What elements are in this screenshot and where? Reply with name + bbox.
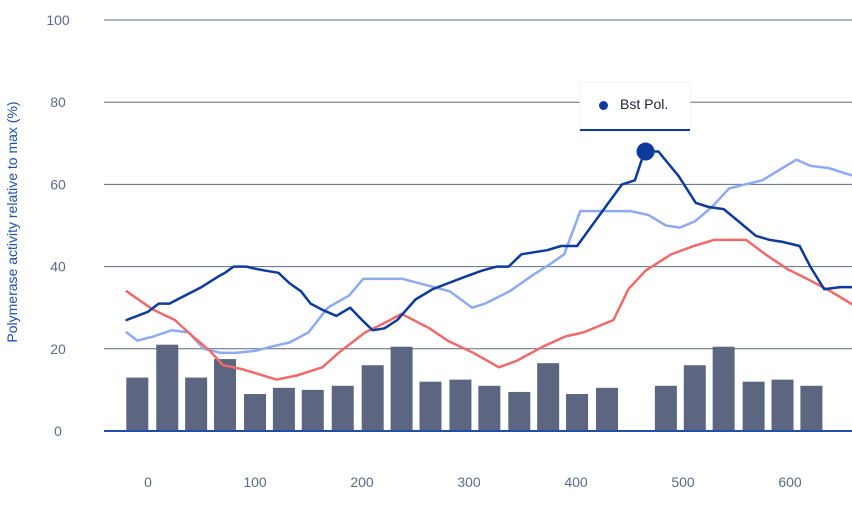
y-tick-label-20: 20 bbox=[50, 341, 66, 357]
series-line-bst-pol bbox=[125, 150, 852, 332]
series-line-light-blue bbox=[125, 158, 852, 355]
legend-entry-bst-pol: Bst Pol. bbox=[620, 96, 669, 112]
x-tick-label-600: 600 bbox=[778, 474, 802, 490]
y-tick-label-40: 40 bbox=[50, 259, 66, 275]
y-axis-label: Polymerase activity relative to max (%) bbox=[4, 101, 20, 342]
bar bbox=[508, 391, 531, 431]
bar bbox=[478, 385, 501, 431]
bar bbox=[244, 394, 266, 431]
bar bbox=[712, 346, 735, 431]
bar bbox=[272, 387, 295, 431]
bar bbox=[126, 377, 149, 431]
highlight-point bbox=[636, 142, 655, 161]
legend-marker bbox=[599, 101, 608, 110]
bar bbox=[683, 365, 706, 431]
bar bbox=[449, 379, 472, 431]
bar bbox=[361, 365, 384, 431]
y-tick-label-100: 100 bbox=[46, 12, 70, 28]
series-line-red bbox=[125, 238, 852, 381]
bar bbox=[214, 359, 237, 431]
bar bbox=[566, 394, 589, 431]
y-tick-label-0: 0 bbox=[54, 423, 62, 439]
bar bbox=[654, 385, 677, 431]
bar bbox=[390, 346, 413, 431]
legend: Bst Pol. bbox=[580, 83, 690, 131]
x-tick-label-200: 200 bbox=[350, 474, 374, 490]
y-tick-label-60: 60 bbox=[50, 176, 66, 192]
bar bbox=[800, 385, 823, 431]
x-tick-labels: 0 100 200 300 400 500 600 bbox=[144, 474, 802, 490]
bar-series bbox=[126, 344, 823, 431]
bar bbox=[742, 381, 765, 431]
x-tick-label-500: 500 bbox=[671, 474, 695, 490]
bar bbox=[185, 377, 208, 431]
y-tick-label-80: 80 bbox=[50, 94, 66, 110]
bar bbox=[301, 389, 324, 431]
bar bbox=[331, 385, 354, 431]
x-tick-label-0: 0 bbox=[144, 474, 152, 490]
bar bbox=[156, 344, 179, 431]
y-tick-labels: 0 20 40 60 80 100 bbox=[46, 12, 70, 439]
x-tick-label-300: 300 bbox=[457, 474, 481, 490]
bar bbox=[537, 363, 560, 431]
grid-lines bbox=[104, 19, 852, 350]
highlight-marker bbox=[636, 142, 655, 161]
bar bbox=[419, 381, 442, 431]
bar bbox=[771, 379, 794, 431]
bar bbox=[596, 387, 619, 431]
line-series bbox=[125, 150, 852, 381]
x-tick-label-100: 100 bbox=[243, 474, 267, 490]
x-tick-label-400: 400 bbox=[564, 474, 588, 490]
